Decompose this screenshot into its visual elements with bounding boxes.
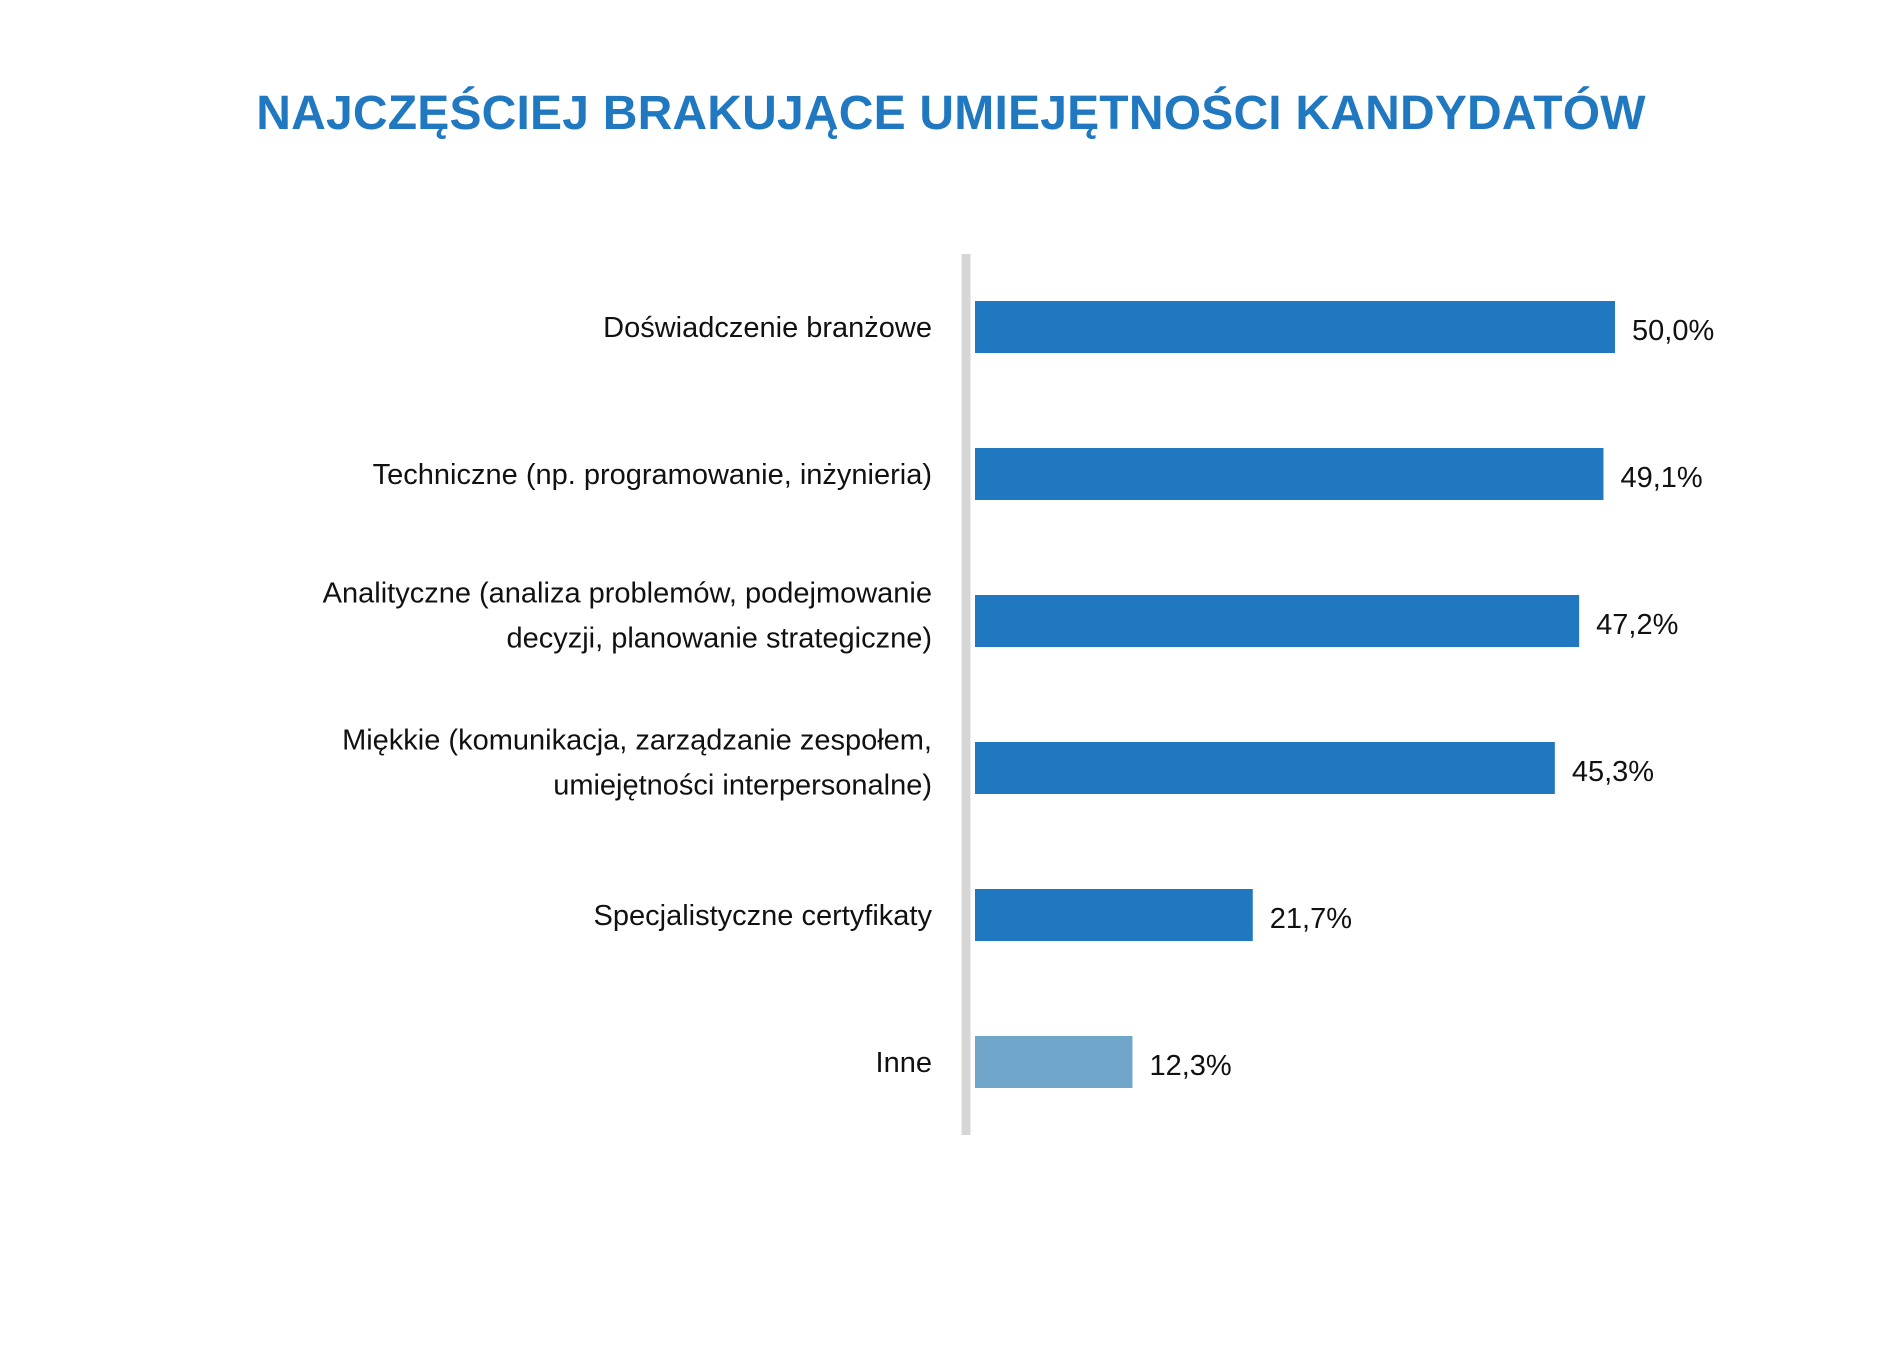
value-label-4: 21,7% (1270, 903, 1352, 935)
category-label-3: Miękkie (komunikacja, zarządzanie zespoł… (342, 725, 932, 802)
bar-1 (975, 448, 1604, 500)
bars-layer (975, 301, 1615, 1088)
category-label-4: Specjalistyczne certyfikaty (594, 900, 933, 932)
bar-3 (975, 742, 1555, 794)
category-label-line: umiejętności interpersonalne) (553, 770, 932, 802)
bar-4 (975, 889, 1253, 941)
category-label-2: Analityczne (analiza problemów, podejmow… (323, 578, 932, 655)
category-label-line: Miękkie (komunikacja, zarządzanie zespoł… (342, 725, 932, 757)
category-label-line: decyzji, planowanie strategiczne) (506, 623, 932, 655)
category-label-line: Specjalistyczne certyfikaty (594, 900, 933, 932)
labels-layer: 50,0% Doświadczenie branżowe 49,1% Technicz… (323, 312, 1715, 1082)
value-label-2: 47,2% (1596, 609, 1678, 641)
bar-2 (975, 595, 1580, 647)
value-label-5: 12,3% (1149, 1050, 1231, 1082)
value-label-3: 45,3% (1572, 756, 1654, 788)
bar-0 (975, 301, 1615, 353)
category-label-1: Techniczne (np. programowanie, inżynieri… (373, 459, 932, 491)
value-label-0: 50,0% (1632, 315, 1714, 347)
category-label-0: Doświadczenie branżowe (603, 312, 932, 344)
bar-5 (975, 1036, 1133, 1088)
category-label-5: Inne (876, 1047, 932, 1079)
category-label-line: Inne (876, 1047, 932, 1079)
chart-title: NAJCZĘŚCIEJ BRAKUJĄCE UMIEJĘTNOŚCI KANDY… (256, 87, 1646, 140)
category-label-line: Doświadczenie branżowe (603, 312, 932, 344)
category-label-line: Techniczne (np. programowanie, inżynieri… (373, 459, 932, 491)
value-label-1: 49,1% (1620, 462, 1702, 494)
category-label-line: Analityczne (analiza problemów, podejmow… (323, 578, 932, 610)
